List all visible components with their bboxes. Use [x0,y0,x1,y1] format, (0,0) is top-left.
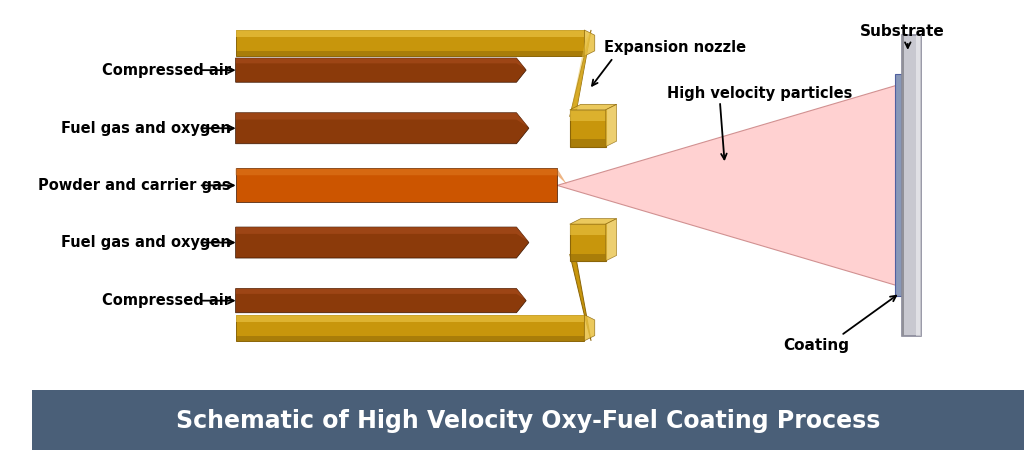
Polygon shape [569,110,605,121]
Text: Compressed air: Compressed air [101,293,230,308]
Text: Compressed air: Compressed air [101,63,230,78]
Polygon shape [236,315,585,322]
Polygon shape [236,227,528,258]
Polygon shape [569,224,605,261]
Text: Powder and carrier gas: Powder and carrier gas [38,178,230,193]
Polygon shape [895,74,902,297]
Text: Expansion nozzle: Expansion nozzle [604,40,745,55]
Text: Fuel gas and oxygen: Fuel gas and oxygen [60,235,230,250]
Polygon shape [236,113,528,128]
Polygon shape [569,110,605,147]
Polygon shape [585,30,595,56]
Polygon shape [236,336,585,341]
Polygon shape [569,224,605,235]
Text: High velocity particles: High velocity particles [667,86,852,101]
Polygon shape [569,30,591,117]
Polygon shape [236,169,557,202]
Polygon shape [236,227,528,242]
Polygon shape [569,139,605,147]
Text: Substrate: Substrate [860,24,945,39]
Polygon shape [902,35,904,335]
Polygon shape [236,288,526,313]
Text: Fuel gas and oxygen: Fuel gas and oxygen [60,121,230,136]
Polygon shape [236,315,585,341]
Polygon shape [605,218,616,261]
Polygon shape [569,218,616,224]
Polygon shape [585,315,595,341]
Polygon shape [236,288,526,300]
Polygon shape [605,104,616,147]
Polygon shape [236,51,585,56]
Polygon shape [569,254,605,261]
Polygon shape [916,35,922,335]
Polygon shape [236,113,528,144]
Text: Schematic of High Velocity Oxy-Fuel Coating Process: Schematic of High Velocity Oxy-Fuel Coat… [176,409,881,433]
Polygon shape [236,169,567,185]
Polygon shape [902,35,922,335]
Polygon shape [569,254,591,341]
Polygon shape [32,390,1024,450]
Polygon shape [557,84,902,287]
Polygon shape [236,30,585,37]
Polygon shape [569,104,616,110]
Polygon shape [236,58,526,82]
Polygon shape [236,58,526,69]
Polygon shape [569,31,591,117]
Polygon shape [236,30,585,56]
Text: Coating: Coating [782,338,849,353]
